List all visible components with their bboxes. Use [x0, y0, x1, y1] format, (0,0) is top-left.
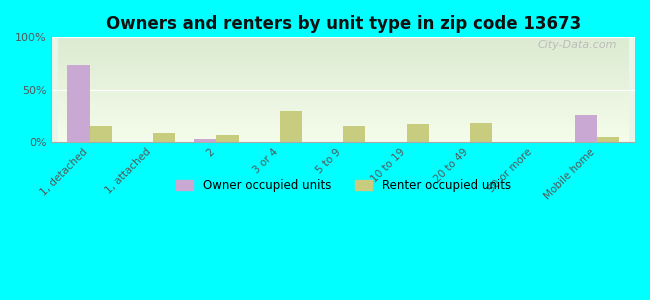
- Text: City-Data.com: City-Data.com: [538, 40, 617, 50]
- Bar: [194, 139, 216, 142]
- Bar: [575, 115, 597, 142]
- Title: Owners and renters by unit type in zip code 13673: Owners and renters by unit type in zip c…: [105, 15, 581, 33]
- Bar: [470, 123, 492, 142]
- Bar: [68, 64, 90, 142]
- Bar: [90, 126, 112, 142]
- Legend: Owner occupied units, Renter occupied units: Owner occupied units, Renter occupied un…: [171, 174, 515, 197]
- Bar: [597, 137, 619, 142]
- Bar: [216, 135, 239, 142]
- Bar: [153, 133, 175, 142]
- Bar: [280, 110, 302, 142]
- Bar: [343, 126, 365, 142]
- Bar: [407, 124, 429, 142]
